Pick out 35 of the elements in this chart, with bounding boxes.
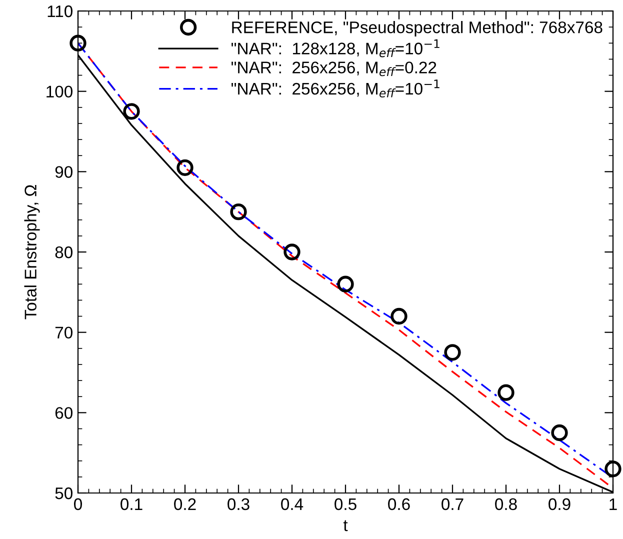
legend-label: "NAR": 128x128, M$_{eff}$=10$^{−1}$ (232, 39, 440, 58)
y-tick-label: 90 (55, 166, 72, 178)
x-tick-label: 0 (74, 498, 82, 510)
legend-label: REFERENCE, "Pseudospectral Method": 768x768 (232, 21, 602, 37)
x-tick-label: 0.4 (281, 498, 304, 510)
x-tick-label: 0.7 (442, 498, 464, 510)
x-tick-label: 0.3 (228, 498, 250, 510)
x-tick-label: 0.5 (334, 498, 356, 510)
point (444, 344, 461, 361)
y-tick-label: 100 (46, 86, 72, 98)
point (551, 424, 568, 442)
point (176, 159, 194, 176)
point (604, 460, 622, 478)
point (123, 103, 140, 120)
point (498, 384, 514, 401)
legend-label: "NAR": 256x256, M$_{eff}$=0.22 (232, 62, 436, 76)
x-tick-label: 0.2 (174, 498, 196, 510)
x-tick-label: 0.8 (495, 498, 517, 510)
point (230, 204, 247, 220)
y-tick-label: 110 (48, 5, 72, 18)
y-tick-label: 70 (55, 326, 72, 339)
x-tick-label: 0.9 (548, 498, 570, 510)
point (284, 244, 300, 260)
x-tick-label: 0.6 (388, 498, 410, 510)
point (70, 34, 86, 52)
y-tick-label: 50 (55, 487, 72, 500)
x-tick-label: 1 (610, 498, 617, 510)
y-axis-title: Total Enstrophy, Ω (24, 185, 40, 320)
x-tick-label: 0.1 (120, 498, 142, 510)
x-axis-title: t (343, 520, 348, 532)
legend-label: "NAR": 256x256, M$_{eff}$=10$^{−1}$ (232, 80, 440, 98)
point (337, 276, 354, 292)
y-tick-label: 80 (55, 246, 72, 258)
point (390, 308, 408, 325)
y-tick-label: 60 (55, 407, 72, 419)
